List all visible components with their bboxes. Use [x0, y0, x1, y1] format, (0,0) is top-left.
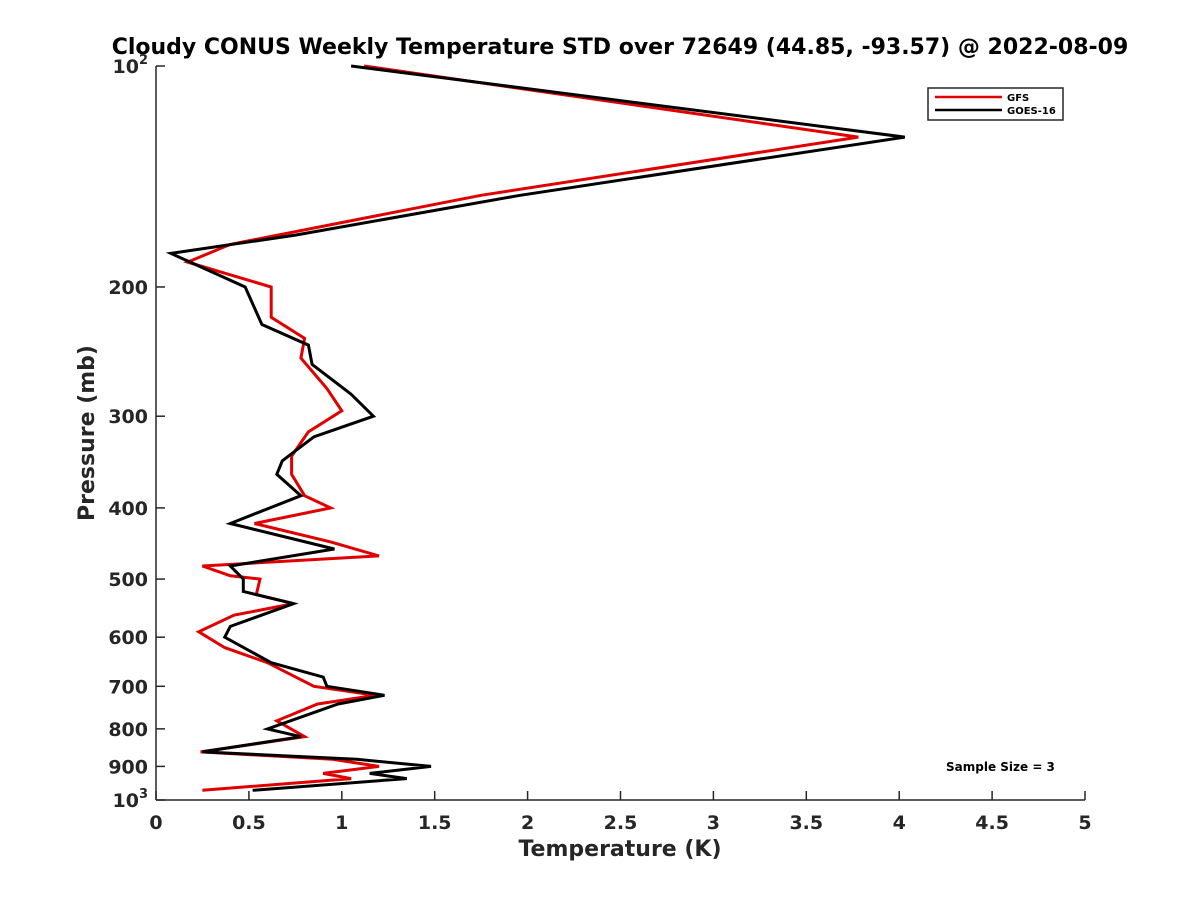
plot-area: 0 0.5 1 1.5 2 2.5 3 3.5 4 4.5 5 102 200 300 400 500 600… [108, 53, 1091, 834]
y-tick-label: 102 [113, 53, 149, 78]
y-ticks: 102 200 300 400 500 600 700 800 900 103 [108, 53, 165, 812]
y-tick-label: 600 [108, 627, 148, 649]
y-tick-label: 400 [108, 498, 148, 520]
y-tick-label: 700 [108, 676, 148, 698]
x-ticks: 0 0.5 1 1.5 2 2.5 3 3.5 4 4.5 5 [149, 791, 1092, 834]
y-tick-label: 300 [108, 406, 148, 428]
x-tick-label: 0.5 [232, 812, 266, 834]
y-axis-label: Pressure (mb) [75, 345, 100, 521]
y-tick-label: 900 [108, 756, 148, 778]
legend-label-gfs: GFS [1007, 93, 1029, 104]
series-layer [165, 64, 906, 792]
x-tick-label: 4.5 [975, 812, 1009, 834]
x-tick-label: 1 [335, 812, 348, 834]
x-tick-label: 0 [149, 812, 162, 834]
chart-title: Cloudy CONUS Weekly Temperature STD over… [112, 35, 1129, 60]
y-tick-label: 800 [108, 719, 148, 741]
x-tick-label: 5 [1078, 812, 1091, 834]
y-tick-label: 200 [108, 277, 148, 299]
legend-box [927, 87, 1064, 121]
series-line-goes16 [165, 64, 906, 792]
x-tick-label: 4 [893, 812, 906, 834]
x-tick-label: 1.5 [418, 812, 452, 834]
y-tick-label: 500 [108, 569, 148, 591]
legend: GFS GOES-16 [927, 87, 1064, 121]
legend-label-goes16: GOES-16 [1007, 106, 1056, 117]
sample-size-annotation: Sample Size = 3 [946, 760, 1055, 774]
x-axis-label: Temperature (K) [518, 837, 721, 862]
x-tick-label: 2 [521, 812, 534, 834]
x-tick-label: 2.5 [604, 812, 638, 834]
x-tick-label: 3 [707, 812, 720, 834]
series-line-gfs [183, 64, 859, 792]
y-tick-label: 103 [113, 787, 149, 812]
x-tick-label: 3.5 [789, 812, 823, 834]
